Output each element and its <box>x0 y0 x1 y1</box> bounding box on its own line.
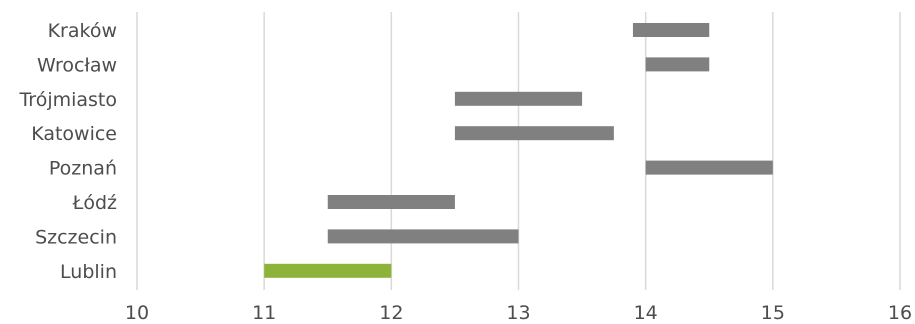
x-tick-label: 14 <box>634 302 658 324</box>
category-label: Lublin <box>60 261 117 283</box>
category-labels: Kraków Wrocław Trójmiasto Katowice Poznań Łód… <box>18 20 117 283</box>
x-tick-label: 13 <box>506 302 530 324</box>
category-label: Szczecin <box>35 226 117 248</box>
bar <box>327 195 455 209</box>
bar <box>264 263 392 278</box>
gridlines <box>136 12 901 290</box>
category-label: Kraków <box>48 20 117 42</box>
bar <box>645 57 710 72</box>
bar <box>454 91 583 106</box>
x-tick-label: 12 <box>379 302 403 324</box>
x-tick-label: 10 <box>125 302 149 324</box>
category-label: Katowice <box>31 123 117 145</box>
category-label: Łódź <box>72 192 117 214</box>
bar <box>645 160 773 175</box>
x-tick-label: 11 <box>252 302 276 324</box>
category-label: Poznań <box>49 158 117 180</box>
x-tick-labels: 10 11 12 13 14 15 16 <box>125 302 912 324</box>
category-label: Wrocław <box>37 54 117 76</box>
category-label: Trójmiasto <box>18 89 117 111</box>
bar <box>632 23 710 37</box>
x-tick-label: 15 <box>761 302 785 324</box>
bar <box>454 126 614 141</box>
bar <box>327 229 519 244</box>
bars <box>264 23 773 278</box>
x-tick-label: 16 <box>888 302 912 324</box>
